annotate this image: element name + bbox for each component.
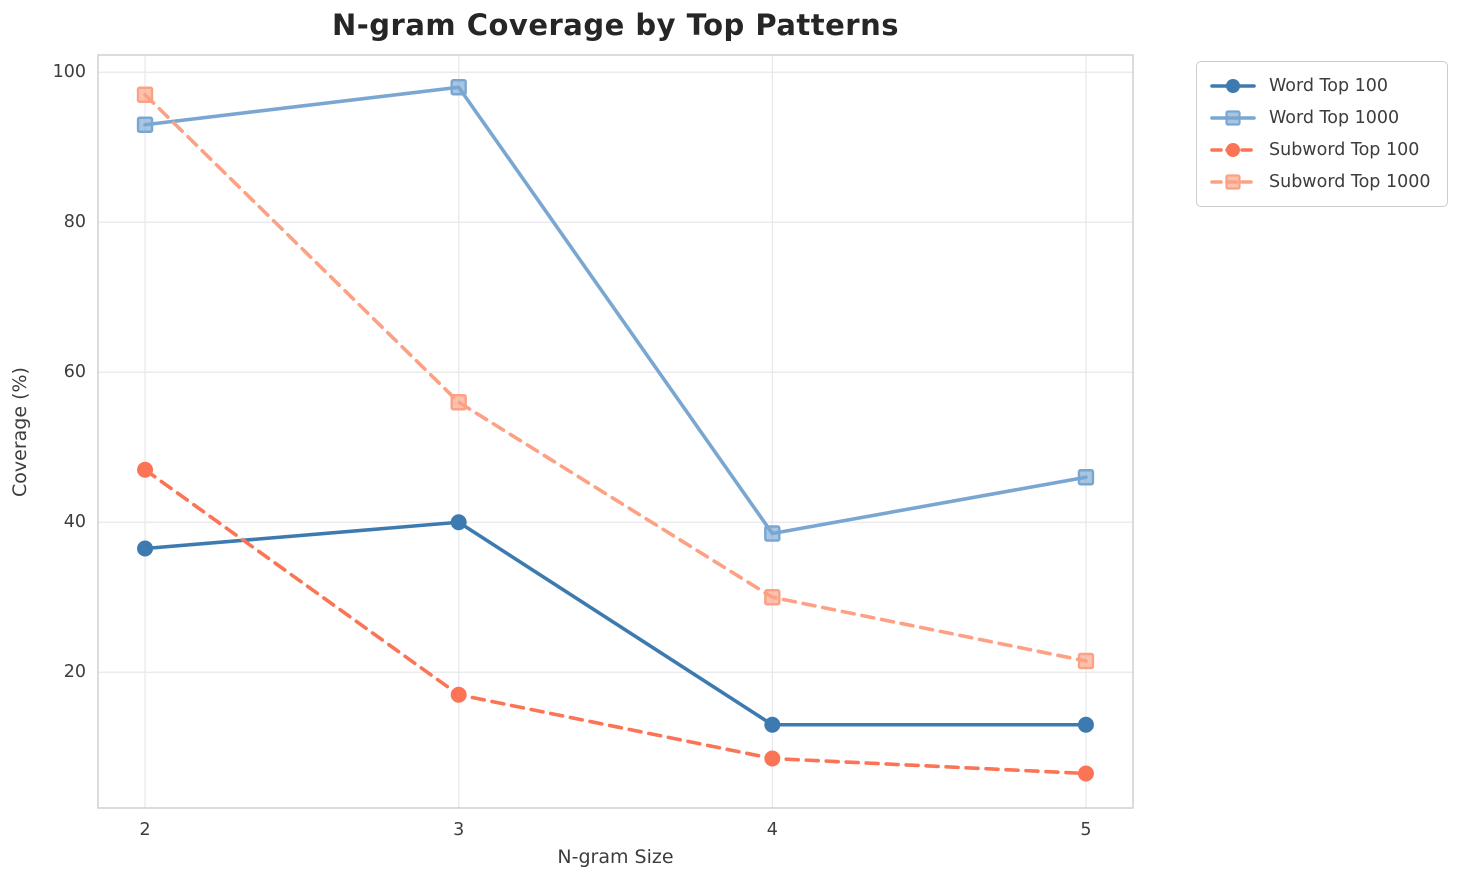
data-point-2-2 [764,750,781,767]
data-point-0-3 [1077,716,1094,733]
y-tick-label: 80 [63,212,86,233]
y-tick-label: 60 [63,362,86,383]
data-point-0-2 [764,716,781,733]
series-line-1 [143,85,1088,536]
legend-swatch-square-icon [1210,174,1256,190]
x-tick-label: 2 [139,820,151,840]
y-tick-label: 40 [63,512,86,533]
plot-border [97,54,1134,809]
series-line-2 [143,467,1088,776]
data-point-2-1 [450,686,467,703]
data-point-0-0 [137,540,154,557]
legend-swatch-circle-icon [1210,143,1256,157]
data-point-1-2 [764,525,781,542]
series-line-3 [143,92,1088,663]
data-point-3-3 [1077,652,1095,670]
legend-swatch-circle-icon [1210,79,1256,93]
data-point-2-3 [1077,765,1094,782]
data-point-2-0 [137,461,154,478]
legend-swatch-square-icon [1210,110,1256,126]
x-tick-label: 3 [453,820,465,840]
legend-label: Word Top 1000 [1269,108,1400,128]
legend-label: Subword Top 100 [1269,140,1420,160]
series-line-0 [143,520,1088,727]
legend-label: Subword Top 1000 [1269,172,1431,192]
legend-item: Word Top 100 [1209,70,1431,102]
data-point-0-1 [450,514,467,531]
y-axis-label: Coverage (%) [9,367,31,497]
legend-item: Word Top 1000 [1209,102,1431,134]
legend-label: Word Top 100 [1269,76,1389,96]
y-tick-label: 100 [52,62,86,83]
x-tick-label: 5 [1080,820,1092,840]
data-point-1-3 [1077,469,1095,486]
data-point-3-1 [450,394,467,411]
legend-item: Subword Top 100 [1209,134,1431,166]
data-point-3-0 [136,86,154,103]
y-tick-label: 20 [63,662,86,683]
data-point-1-0 [136,116,154,133]
x-tick-label: 4 [766,820,778,840]
legend-item: Subword Top 1000 [1209,166,1431,198]
legend: Word Top 100 Word Top 1000 Subword Top 100… [1196,61,1448,207]
data-point-1-1 [450,79,467,96]
data-point-3-2 [764,589,781,606]
chart-title: N-gram Coverage by Top Patterns [331,8,900,42]
x-axis-label: N-gram Size [557,846,674,868]
